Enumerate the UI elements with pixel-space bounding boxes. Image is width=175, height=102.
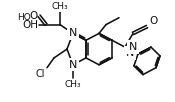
Text: HO: HO	[17, 13, 31, 22]
Text: OH: OH	[22, 20, 38, 30]
Text: N: N	[69, 28, 77, 38]
Text: CH₃: CH₃	[65, 80, 81, 89]
Text: O: O	[30, 11, 38, 21]
Text: N: N	[129, 42, 137, 52]
Text: N: N	[126, 48, 134, 58]
Text: Cl: Cl	[36, 69, 45, 79]
Text: O: O	[149, 16, 157, 26]
Text: N: N	[69, 60, 77, 70]
Text: CH₃: CH₃	[52, 2, 68, 11]
